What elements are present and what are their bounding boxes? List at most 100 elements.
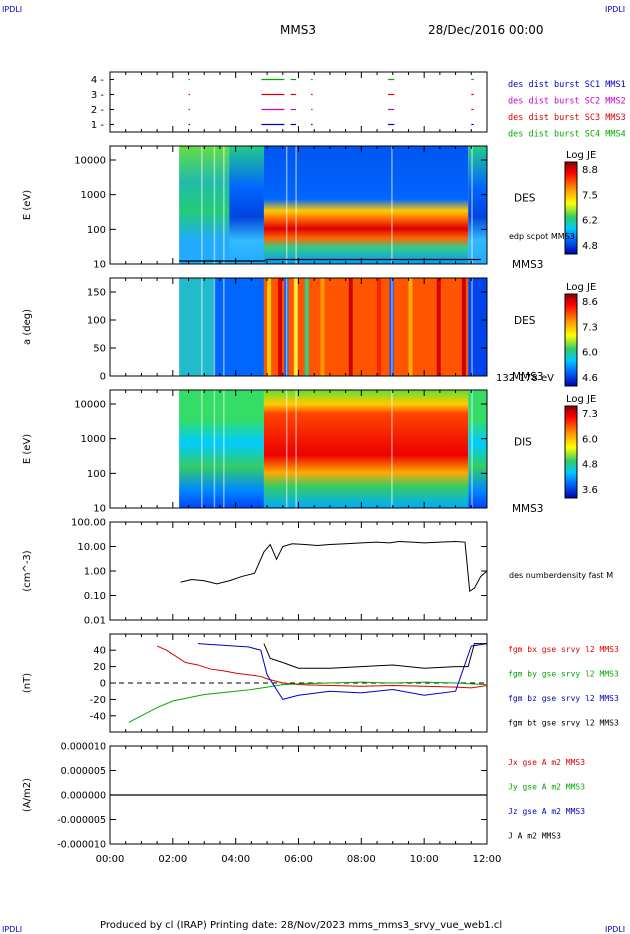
des-energy-panel: 10000 1000 100 10 E (eV) DES MMS3 Log JE 8.8 7.5 6… [22,145,598,271]
current-ytick-label: 0.000000 [61,791,106,802]
dis-main-spectrum [263,390,469,508]
time-tick-label: 04:00 [221,854,250,865]
scpot-line [179,258,481,262]
g-des-instrument-label: DES [514,192,536,204]
time-tick-label: 00:00 [96,854,125,865]
g-des-streak [201,146,203,264]
density-ytick-label: 10.00 [77,542,106,553]
burst-panel: 1 - 2 - 3 - 4 - des dist burst SC1 MMS1 des d… [91,71,626,140]
density-line [180,540,488,593]
density-ytick-label: 0.10 [84,591,106,602]
g-des-ytick-label: 100 [87,225,106,236]
corner-label-top-right: IPDLI [605,5,625,14]
time-tick-label: 06:00 [284,854,313,865]
g-des-streak [471,146,473,264]
pitch-energy-range: 132-178 eV [496,373,554,384]
g-pitch-colorbar-tick: 6.0 [582,348,598,359]
density-ylabel: (cm^-3) [22,550,33,591]
pitch-transition-spectrum [213,278,264,376]
g-dis-instrument-label: DIS [514,436,532,448]
g-des-colorbar-tick: 7.5 [582,190,598,201]
g-des-ylabel: E (eV) [22,190,33,220]
date-title: 28/Dec/2016 00:00 [428,23,544,37]
g-des-ytick-label: 10 [93,260,106,271]
g-des-streak [285,146,288,264]
des-main-spectrum [263,146,469,264]
dis-late-spectrum [468,390,487,508]
bfield-ytick-label: 40 [93,646,106,657]
g-pitch-colorbar [564,293,578,387]
g-pitch-colorbar-title: Log JE [566,282,596,293]
time-axis: 00:00 02:00 04:00 06:00 08:00 10:00 12:00 [96,854,502,865]
g-dis-colorbar-tick: 4.8 [582,460,598,471]
current-ytick-label: 0.000010 [61,742,106,753]
g-pitch-ytick-label: 50 [93,344,106,355]
pitch-stripe [278,278,283,376]
current-ytick-label: 0.000005 [61,766,106,777]
g-des-streak [295,146,297,264]
burst-ytick-label: 4 - [91,75,105,86]
g-pitch-streak [295,278,297,376]
pitch-stripe [461,278,466,376]
g-pitch-colorbar-tick: 8.6 [582,297,598,308]
dis-early-spectrum [179,390,264,508]
g-pitch-ytick-label: 150 [87,288,106,299]
footer-credit: Produced by cl (IRAP) Printing date: 28/… [100,920,502,931]
g-dis-ytick-label: 1000 [81,434,106,445]
burst-ytick-label: 2 - [91,105,105,116]
current-legend-entry: Jx gse A m2 MMS3 [508,758,585,767]
g-des-ytick-label: 10000 [74,156,106,167]
des-overlay-label: edp scpot MMS3 [509,232,575,241]
corner-label-bottom-right: IPDLI [605,925,625,934]
pitch-stripe [320,278,325,376]
bfield-ytick-label: 20 [93,662,106,673]
g-dis-ytick-label: 100 [87,469,106,480]
g-dis-streak [285,390,288,508]
pitch-stripe [408,278,413,376]
density-frame [109,521,488,621]
density-legend: des numberdensity fast M [509,571,613,580]
density-ytick-label: 100.00 [71,518,106,529]
g-pitch-instrument-label: DES [514,315,536,327]
g-des-colorbar [564,161,578,255]
current-legend-entry: Jy gse A m2 MMS3 [508,783,585,792]
current-legend-entry: Jz gse A m2 MMS3 [508,807,585,816]
des-transition-spectrum [229,146,264,264]
pitch-stripe [377,278,382,376]
g-dis-ytick-label: 10000 [74,400,106,411]
g-des-ytick-label: 1000 [81,190,106,201]
g-pitch-ylabel: a (deg) [22,309,33,345]
g-des-streak [223,146,225,264]
burst-ytick-label: 1 - [91,120,105,131]
pitch-early-spectrum [179,278,214,376]
pitch-main-spectrum [263,278,469,376]
density-ytick-label: 0.01 [84,616,106,627]
density-panel: 100.00 10.00 1.00 0.10 0.01 (cm^-3) des number… [22,518,613,627]
g-pitch-streak [391,278,393,376]
g-pitch-streak [285,278,288,376]
g-dis-streak [223,390,225,508]
g-dis-streak [201,390,203,508]
pitch-stripe [348,278,353,376]
g-dis-colorbar-tick: 3.6 [582,485,598,496]
time-tick-label: 10:00 [410,854,439,865]
g-dis-ytick-label: 10 [93,504,106,515]
g-pitch-colorbar-tick: 4.6 [582,373,598,384]
burst-legend-entry: des dist burst SC4 MMS4 [508,130,626,140]
g-dis-spacecraft-label: MMS3 [512,503,543,515]
g-des-streak [391,146,393,264]
bfield-ytick-label: 0 [100,679,106,690]
current-ytick-label: -0.000010 [57,840,106,851]
g-dis-ylabel: E (eV) [22,434,33,464]
g-pitch-streak [201,278,203,376]
g-des-spacecraft-label: MMS3 [512,259,543,271]
bfield-legend-entry: fgm bx gse srvy l2 MMS3 [508,645,619,654]
g-dis-colorbar [564,405,578,499]
g-des-colorbar-tick: 4.8 [582,241,598,252]
g-des-streak [213,146,216,264]
bfield-ytick-label: -40 [90,711,106,722]
corner-label-bottom-left: IPDLI [2,925,22,934]
burst-ytick-label: 3 - [91,90,105,101]
density-ytick-label: 1.00 [84,567,106,578]
